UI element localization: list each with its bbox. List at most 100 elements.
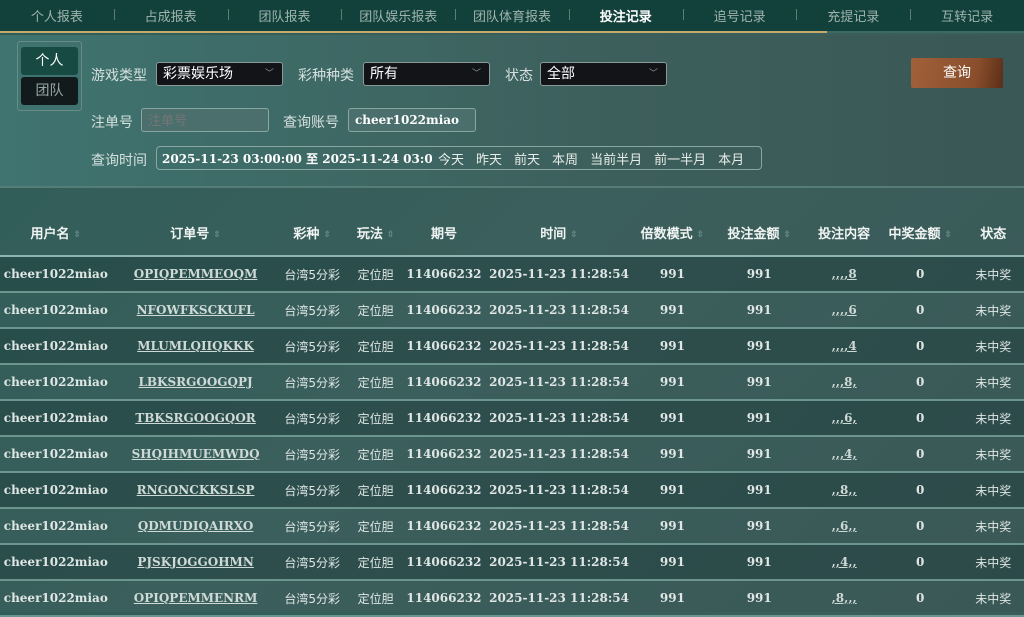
bet-content-link[interactable]: ,,6,,: [810, 508, 879, 545]
play-cell: 定位胆: [344, 580, 407, 617]
sort-icon[interactable]: ⇳: [323, 229, 331, 240]
time-cell: 2025-11-23 11:28:54: [481, 508, 637, 545]
account-input[interactable]: cheer1022miao: [348, 108, 476, 132]
column-header-6[interactable]: 倍数模式 ⇳: [636, 210, 709, 257]
sort-icon[interactable]: ⇳: [783, 229, 792, 240]
bet-content-link[interactable]: ,,,,6: [810, 292, 879, 329]
sort-icon[interactable]: ⇳: [570, 229, 578, 240]
order-link[interactable]: TBKSRGOOGQOR: [111, 400, 280, 437]
quick-range-0[interactable]: 今天: [438, 152, 465, 168]
quick-range-4[interactable]: 当前半月: [590, 152, 643, 168]
status-select[interactable]: 全部 ﹀: [540, 62, 667, 86]
table-row: cheer1022miao MLUMLQIIQKKK 台湾5分彩 定位胆 1140662…: [0, 328, 1024, 365]
column-header-5[interactable]: 时间 ⇳: [481, 210, 637, 257]
tab-3[interactable]: 团队娱乐报表: [341, 6, 455, 25]
multiplier-cell: 991: [636, 328, 709, 365]
bet-amount-cell: 991: [708, 400, 811, 437]
scope-personal-button[interactable]: 个人: [21, 47, 78, 75]
bet-amount-cell: 991: [708, 472, 811, 509]
search-button[interactable]: 查询: [911, 58, 1003, 88]
time-cell: 2025-11-23 11:28:54: [481, 580, 637, 617]
sort-icon[interactable]: ⇳: [386, 229, 395, 240]
sort-icon[interactable]: ⇳: [944, 229, 953, 240]
bet-content-link[interactable]: ,8,,,: [810, 580, 879, 617]
lottery-label: 彩种种类: [298, 68, 354, 84]
column-header-7[interactable]: 投注金额 ⇳: [708, 210, 811, 257]
issue-cell: 114066232: [406, 256, 482, 293]
tab-7[interactable]: 充提记录: [796, 6, 910, 25]
order-link[interactable]: OPIQPEMMENRM: [111, 580, 280, 617]
order-link[interactable]: SHQIHMUEMWDQ: [111, 436, 280, 473]
sort-icon[interactable]: ⇳: [213, 229, 221, 240]
order-link[interactable]: QDMUDIQAIRXO: [111, 508, 280, 545]
time-cell: 2025-11-23 11:28:54: [481, 436, 637, 473]
username-cell: cheer1022miao: [0, 508, 112, 545]
column-title: 状态: [980, 227, 1007, 242]
bet-content-link[interactable]: ,,,4,: [810, 436, 879, 473]
game-type-select[interactable]: 彩票娱乐场 ﹀: [156, 62, 283, 86]
order-link[interactable]: PJSKJOGGOHMN: [111, 544, 280, 581]
play-cell: 定位胆: [344, 400, 407, 437]
bet-content-link[interactable]: ,,,,4: [810, 328, 879, 365]
quick-range-6[interactable]: 本月: [718, 152, 745, 168]
bet-content-link[interactable]: ,,,6,: [810, 400, 879, 437]
issue-cell: 114066232: [406, 544, 482, 581]
quick-range-2[interactable]: 前天: [514, 152, 541, 168]
table-row: cheer1022miao SHQIHMUEMWDQ 台湾5分彩 定位胆 1140662…: [0, 436, 1024, 473]
quick-range-1[interactable]: 昨天: [476, 152, 503, 168]
sort-icon[interactable]: ⇳: [696, 229, 705, 240]
lottery-cell: 台湾5分彩: [279, 580, 345, 617]
order-link[interactable]: LBKSRGOOGQPJ: [111, 364, 280, 401]
tab-1[interactable]: 占成报表: [113, 6, 228, 25]
quick-range-3[interactable]: 本周: [552, 152, 579, 168]
lottery-cell: 台湾5分彩: [279, 292, 345, 329]
date-range-input[interactable]: 2025-11-23 03:00:00 至 2025-11-24 03:00:0…: [162, 151, 432, 166]
bet-content-link[interactable]: ,,4,,: [810, 544, 879, 581]
column-header-0[interactable]: 用户名 ⇳: [0, 210, 112, 257]
tab-8[interactable]: 互转记录: [910, 6, 1024, 25]
time-cell: 2025-11-23 11:28:54: [481, 328, 637, 365]
bet-content-link[interactable]: ,,,,8: [810, 256, 879, 293]
lottery-select[interactable]: 所有 ﹀: [363, 62, 490, 86]
order-link[interactable]: RNGONCKKSLSP: [111, 472, 280, 509]
lottery-cell: 台湾5分彩: [279, 328, 345, 365]
issue-cell: 114066232: [406, 472, 482, 509]
bet-content-link[interactable]: ,,8,,: [810, 472, 879, 509]
issue-cell: 114066232: [406, 436, 482, 473]
multiplier-cell: 991: [636, 256, 709, 293]
order-number-input[interactable]: [141, 108, 269, 132]
scope-team-button[interactable]: 团队: [21, 77, 78, 105]
column-header-1[interactable]: 订单号 ⇳: [111, 210, 280, 257]
bet-content-link[interactable]: ,,,8,: [810, 364, 879, 401]
column-header-2[interactable]: 彩种 ⇳: [279, 210, 345, 257]
chevron-down-icon: ﹀: [264, 69, 274, 79]
play-cell: 定位胆: [344, 364, 407, 401]
sort-icon[interactable]: ⇳: [73, 229, 82, 240]
table-row: cheer1022miao LBKSRGOOGQPJ 台湾5分彩 定位胆 1140662…: [0, 364, 1024, 401]
order-link[interactable]: NFOWFKSCKUFL: [111, 292, 280, 329]
column-title: 时间: [540, 227, 567, 242]
tab-5[interactable]: 投注记录: [568, 6, 683, 25]
tab-0[interactable]: 个人报表: [30, 10, 83, 25]
username-cell: cheer1022miao: [0, 256, 112, 293]
column-header-3[interactable]: 玩法 ⇳: [344, 210, 407, 257]
bet-amount-cell: 991: [708, 436, 811, 473]
table-row: cheer1022miao OPIQPEMMENRM 台湾5分彩 定位胆 1140662…: [0, 580, 1024, 617]
lottery-cell: 台湾5分彩: [279, 400, 345, 437]
tab-4[interactable]: 团队体育报表: [455, 6, 569, 25]
table-row: cheer1022miao NFOWFKSCKUFL 台湾5分彩 定位胆 1140662…: [0, 292, 1024, 329]
time-cell: 2025-11-23 11:28:54: [481, 364, 637, 401]
order-link[interactable]: MLUMLQIIQKKK: [111, 328, 280, 365]
username-cell: cheer1022miao: [0, 400, 112, 437]
order-link[interactable]: OPIQPEMMEOQM: [111, 256, 280, 293]
quick-range-5[interactable]: 前一半月: [654, 152, 707, 168]
issue-cell: 114066232: [406, 400, 482, 437]
column-header-9[interactable]: 中奖金额 ⇳: [878, 210, 963, 257]
bet-records-table: 用户名 ⇳ 订单号 ⇳ 彩种 ⇳ 玩法 ⇳ 期号 时间 ⇳ 倍数模式 ⇳ 投注金额 ⇳ 投注内容 中奖金额 ⇳ 状态…: [0, 210, 1024, 617]
issue-cell: 114066232: [406, 580, 482, 617]
date-range-picker: 2025-11-23 03:00:00 至 2025-11-24 03:00:0…: [156, 146, 762, 170]
win-amount-cell: 0: [878, 400, 963, 437]
play-cell: 定位胆: [344, 436, 407, 473]
tab-2[interactable]: 团队报表: [227, 6, 342, 25]
tab-6[interactable]: 追号记录: [682, 6, 797, 25]
